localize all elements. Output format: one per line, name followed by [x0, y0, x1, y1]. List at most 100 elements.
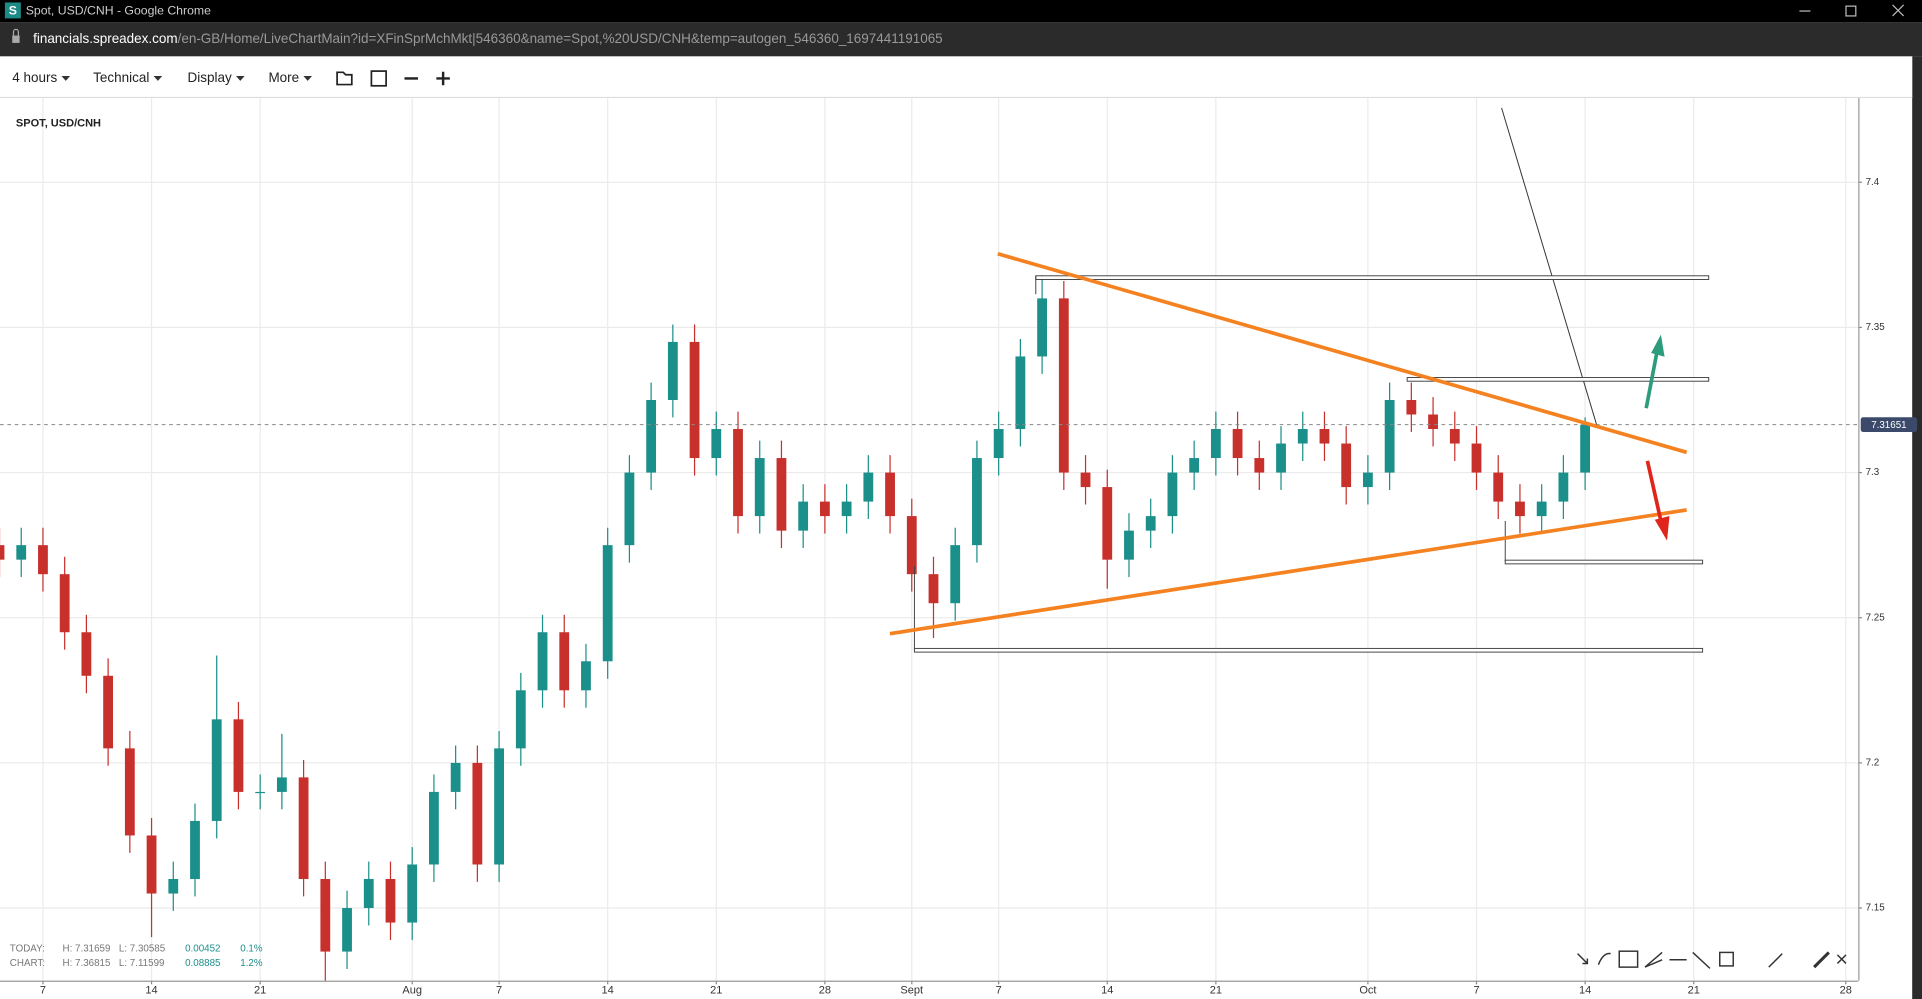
x-tick-label: Aug — [402, 984, 422, 996]
candle-body — [689, 341, 700, 459]
x-tick-label: 7 — [1473, 984, 1479, 996]
candle-body — [1145, 516, 1156, 531]
x-tick-label: 28 — [819, 984, 831, 996]
candle-body — [1102, 487, 1113, 560]
scrollbar[interactable] — [1912, 56, 1922, 999]
trendline-lower — [889, 508, 1687, 636]
candle-body — [1189, 458, 1200, 473]
save-icon[interactable] — [370, 70, 387, 87]
lock-icon — [12, 35, 20, 43]
tool-cursor[interactable] — [1577, 953, 1589, 965]
candle-body — [38, 545, 48, 575]
candle-body — [429, 791, 439, 865]
candle-body — [255, 791, 266, 794]
candle-body — [950, 545, 961, 604]
toolbar-icons — [336, 70, 450, 87]
toolbar-menu[interactable]: More — [268, 70, 299, 85]
candle-body — [385, 879, 396, 923]
candle-body — [537, 632, 548, 691]
candle-body — [1449, 429, 1460, 444]
candle-body — [863, 472, 874, 502]
candle-body — [1297, 429, 1308, 444]
y-tick-label: 7.25 — [1866, 612, 1886, 623]
x-tick-label: 7 — [40, 984, 46, 996]
candle-body — [1493, 472, 1504, 502]
candle-body — [1536, 501, 1547, 517]
candle-body — [1232, 429, 1243, 459]
toolbar — [0, 56, 1913, 99]
candle-body — [972, 458, 982, 546]
y-tick-label: 7.2 — [1866, 757, 1880, 768]
y-tick-label: 7.15 — [1866, 903, 1886, 914]
stat-change: 0.08885 — [185, 958, 221, 969]
candle-body — [776, 458, 787, 531]
candle-body — [298, 777, 309, 880]
chart: 7 14 21 Aug 7 14 21 28 Sept 7 14 21 Oct 7 14 21 28 7.15 7.… — [0, 98, 1918, 996]
candle-body — [276, 777, 287, 792]
toolbar-menu[interactable]: 4 hours — [12, 70, 57, 85]
drawn-box — [1504, 559, 1704, 565]
x-tick-label: Oct — [1359, 984, 1376, 996]
lock-icon-shackle — [12, 28, 19, 36]
candle-body — [1580, 424, 1591, 473]
tool-line[interactable] — [1768, 953, 1783, 968]
candle-body — [1167, 472, 1178, 517]
zoom-in-icon[interactable] — [436, 71, 450, 86]
candle-body — [819, 501, 830, 517]
candle-body — [124, 748, 135, 836]
url[interactable]: financials.spreadex.com/en-GB/Home/LiveC… — [33, 31, 943, 46]
dropdown-caret — [61, 75, 71, 81]
candle-body — [81, 632, 92, 676]
arrow-down — [1645, 460, 1663, 522]
x-tick-label: 21 — [1210, 984, 1222, 996]
candle-body — [754, 458, 765, 517]
candle-body — [1037, 298, 1047, 357]
candle-body — [1341, 443, 1352, 488]
url-host: financials.spreadex.com — [33, 31, 178, 46]
candle-body — [1015, 356, 1026, 430]
drawn-box — [1035, 275, 1710, 280]
toolbar-menu[interactable]: Technical — [93, 70, 149, 85]
tool-ruler[interactable] — [1813, 951, 1830, 969]
stat-low: L: 7.11599 — [119, 958, 165, 969]
address-bar[interactable] — [0, 22, 1922, 57]
tool-rect[interactable] — [1719, 951, 1734, 967]
candle-body — [885, 472, 895, 517]
drawn-boxes — [913, 275, 1710, 653]
tool-curve[interactable] — [1597, 952, 1611, 965]
plot-area — [0, 98, 1859, 981]
candle-body — [1471, 443, 1482, 473]
window-controls[interactable] — [1799, 4, 1905, 17]
candle-body — [624, 472, 635, 546]
y-tick-label: 7.35 — [1866, 322, 1886, 333]
candle-body — [16, 545, 27, 560]
trendline-upper — [997, 251, 1688, 455]
candle-body — [233, 719, 244, 792]
tool-ray[interactable] — [1692, 951, 1711, 969]
title-bar — [0, 0, 1922, 23]
x-tick-label: 14 — [602, 984, 614, 996]
candle-body — [798, 501, 809, 531]
candle-body — [602, 545, 613, 662]
dropdown-caret — [303, 75, 313, 81]
candle-body — [1319, 429, 1330, 444]
drawings — [889, 107, 1710, 653]
tool-delete[interactable] — [1836, 954, 1847, 964]
arrow-down-head — [1654, 516, 1670, 541]
candle-body — [59, 574, 70, 633]
candle-body — [450, 762, 461, 792]
candle-body — [928, 574, 939, 604]
tool-fib[interactable] — [1618, 950, 1639, 968]
candle-body — [1058, 298, 1069, 473]
candle-body — [1254, 458, 1265, 473]
open-icon[interactable] — [336, 71, 353, 86]
tool-fan[interactable] — [1644, 951, 1663, 968]
y-tick-label: 7.3 — [1866, 467, 1880, 478]
drawing-tools — [1577, 950, 1847, 969]
candle-body — [1428, 414, 1438, 430]
x-tick-label: 7 — [496, 984, 502, 996]
toolbar-menu[interactable]: Display — [188, 70, 232, 85]
candle-body — [320, 879, 331, 952]
stat-high: H: 7.36815 — [63, 958, 111, 969]
